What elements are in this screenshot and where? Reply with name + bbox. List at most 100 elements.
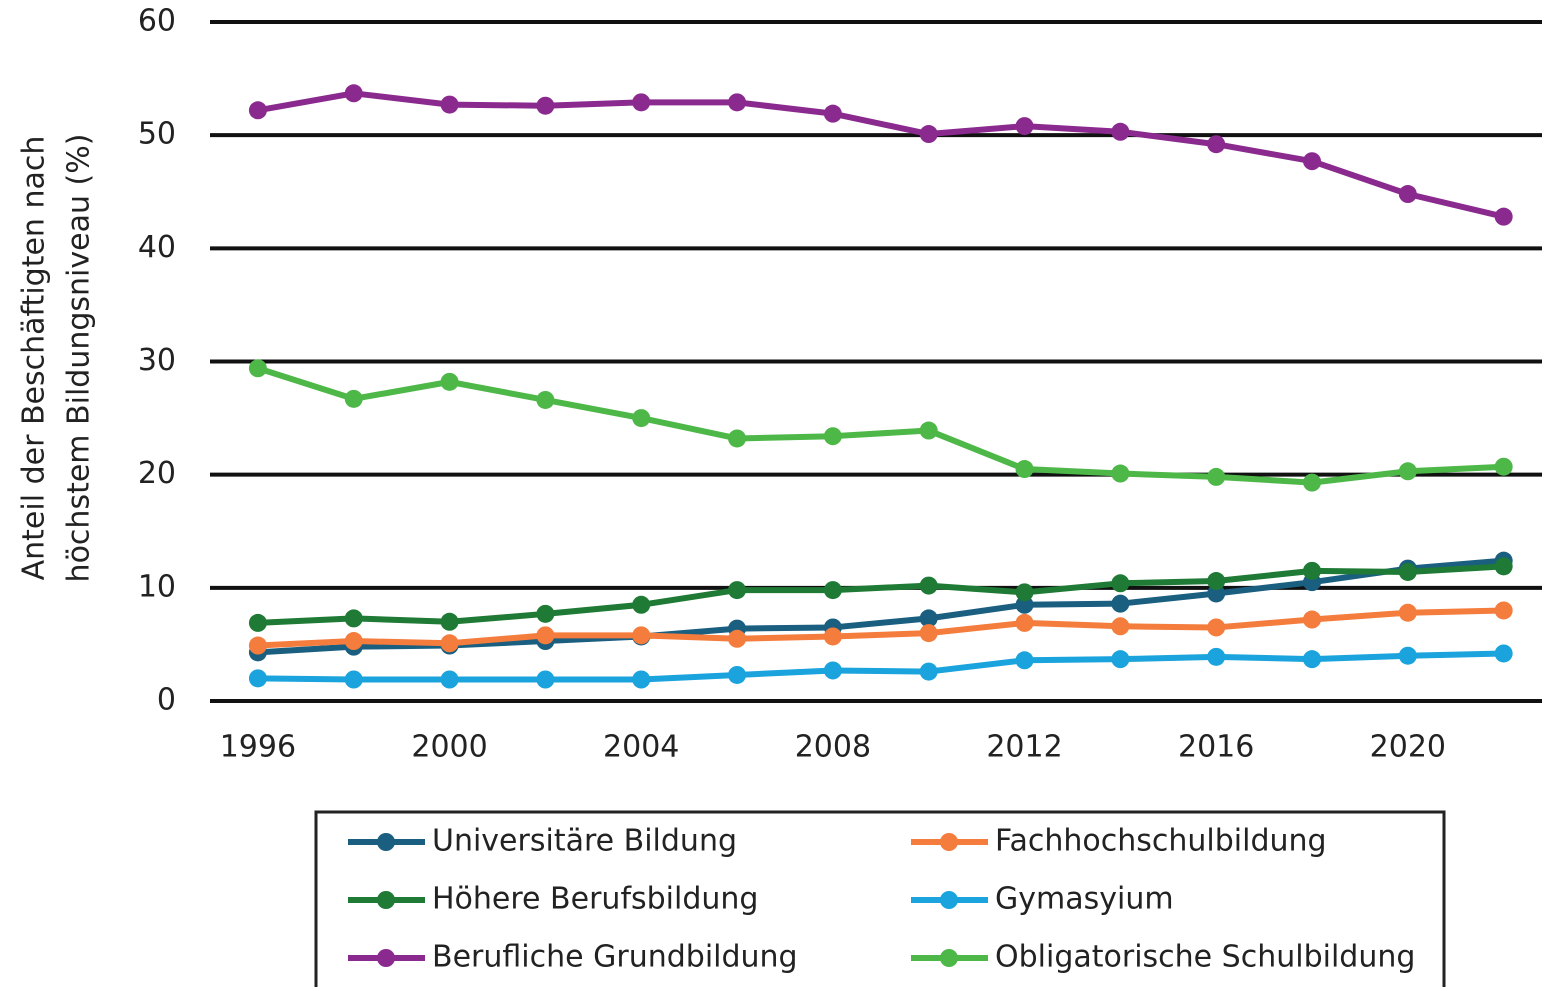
data-point (823, 427, 842, 446)
data-point (919, 125, 938, 144)
data-point (1207, 584, 1226, 603)
data-point (1494, 601, 1513, 620)
x-tick-label: 2000 (411, 730, 487, 765)
data-point (919, 662, 938, 681)
data-point (1303, 152, 1322, 171)
series-line (257, 563, 1504, 626)
series-line (257, 365, 1504, 486)
data-point (1111, 464, 1130, 483)
y-tick-label: 50 (138, 117, 176, 152)
legend-swatch-marker (377, 949, 395, 967)
data-point (728, 429, 747, 448)
x-tick-label: 2016 (1178, 730, 1254, 765)
y-tick-label: 40 (138, 230, 176, 265)
y-tick-label: 10 (138, 569, 176, 604)
data-point (1111, 122, 1130, 141)
data-point (536, 96, 555, 115)
data-point (919, 624, 938, 643)
series-line (257, 90, 1505, 220)
data-point (728, 581, 747, 600)
legend-swatch-marker (940, 949, 958, 967)
y-axis-label: höchstem Bildungsniveau (%) (62, 134, 97, 583)
data-point (823, 661, 842, 680)
y-axis-label: Anteil der Beschäftigten nach (17, 136, 52, 581)
data-point (536, 626, 555, 645)
data-point (248, 613, 267, 632)
legend-swatch-marker (940, 833, 958, 851)
data-point (1398, 646, 1417, 665)
series-line (257, 607, 1504, 649)
data-point (1207, 467, 1226, 486)
data-point (632, 409, 651, 428)
x-tick-label: 2020 (1370, 730, 1446, 765)
data-point (440, 612, 459, 631)
data-point (823, 581, 842, 600)
data-point (1398, 185, 1417, 204)
data-point (344, 84, 363, 103)
y-tick-label: 0 (157, 683, 176, 718)
legend-label: Höhere Berufsbildung (432, 882, 758, 917)
data-point (440, 670, 459, 689)
y-tick-label: 30 (138, 343, 176, 378)
data-point (1207, 647, 1226, 666)
data-point (440, 95, 459, 114)
legend-swatch-marker (377, 833, 395, 851)
data-point (1111, 574, 1130, 593)
legend-label: Universitäre Bildung (432, 824, 737, 859)
data-point (823, 104, 842, 123)
data-point (1303, 473, 1322, 492)
data-point (632, 670, 651, 689)
data-point (344, 609, 363, 628)
data-point (1207, 572, 1226, 591)
y-tick-label: 20 (138, 456, 176, 491)
data-point (344, 632, 363, 651)
legend-box (314, 810, 1446, 987)
legend-label: Gymasyium (995, 882, 1174, 917)
data-point (1111, 594, 1130, 613)
legend-label: Fachhochschulbildung (995, 824, 1327, 859)
data-point (1303, 561, 1322, 580)
data-point (728, 665, 747, 684)
data-point (1303, 610, 1322, 629)
x-tick-label: 2012 (986, 730, 1062, 765)
x-tick-label: 2008 (795, 730, 871, 765)
legend-label: Berufliche Grundbildung (432, 940, 798, 975)
legend-label: Obligatorische Schulbildung (995, 940, 1415, 975)
data-point (1303, 650, 1322, 669)
legend-swatch-marker (377, 891, 395, 909)
data-point (728, 629, 747, 648)
data-point (1111, 617, 1130, 636)
x-tick-label: 1996 (220, 730, 296, 765)
data-point (536, 390, 555, 409)
data-point (632, 595, 651, 614)
data-point (823, 627, 842, 646)
data-point (1015, 460, 1034, 479)
y-tick-label: 60 (138, 4, 176, 39)
data-point (919, 609, 938, 628)
data-point (1111, 650, 1130, 669)
data-point (1015, 583, 1034, 602)
data-point (1398, 462, 1417, 481)
data-point (1494, 207, 1513, 226)
data-point (1015, 117, 1034, 136)
data-point (248, 669, 267, 688)
data-point (248, 101, 267, 120)
data-point (1015, 613, 1034, 632)
data-point (536, 670, 555, 689)
x-tick-label: 2004 (603, 730, 679, 765)
data-point (1494, 557, 1513, 576)
series-line (257, 650, 1504, 683)
data-point (248, 359, 267, 378)
data-point (1398, 603, 1417, 622)
data-point (632, 626, 651, 645)
data-point (536, 604, 555, 623)
data-point (1207, 135, 1226, 154)
data-point (1015, 651, 1034, 670)
legend-swatch-marker (940, 891, 958, 909)
data-point (1015, 595, 1034, 614)
data-point (919, 421, 938, 440)
data-point (1207, 618, 1226, 637)
data-point (440, 634, 459, 653)
